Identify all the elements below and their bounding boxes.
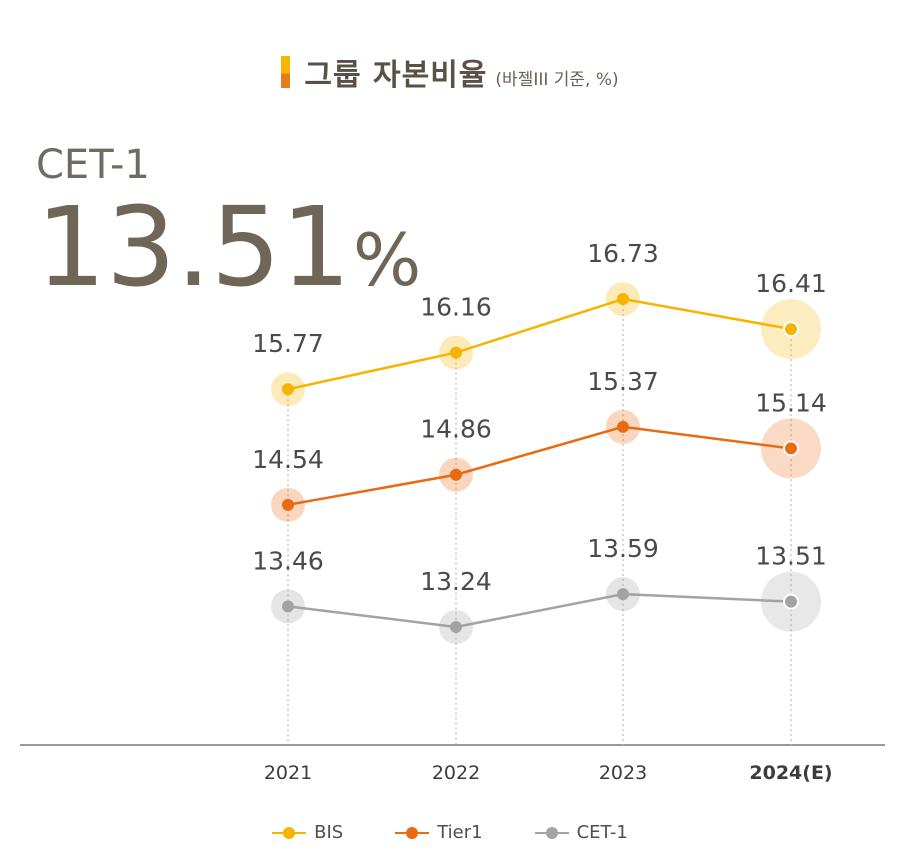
data-point-tier1	[282, 498, 294, 511]
data-label-cet-1: 13.24	[420, 567, 492, 596]
x-tick-label: 2024(E)	[749, 762, 832, 784]
highlight-value-block: 13.51%	[36, 184, 421, 311]
data-label-tier1: 14.86	[420, 415, 492, 444]
legend-swatch-cet1	[534, 824, 569, 842]
data-point-bis	[282, 383, 294, 396]
data-label-bis: 16.41	[755, 269, 827, 298]
data-point-tier1	[450, 468, 462, 481]
data-label-tier1: 14.54	[252, 445, 324, 474]
data-point-bis	[783, 321, 799, 338]
legend-swatch-tier1	[395, 824, 430, 842]
legend-label-cet1: CET-1	[576, 822, 628, 843]
data-label-bis: 15.77	[252, 329, 324, 358]
legend-label-bis: BIS	[314, 822, 344, 843]
legend-swatch-bis	[272, 824, 307, 842]
data-point-cet-1	[783, 593, 799, 610]
data-label-bis: 16.16	[420, 293, 492, 322]
data-label-tier1: 15.14	[755, 388, 827, 417]
highlight-label: CET-1	[36, 142, 150, 188]
data-label-cet-1: 13.46	[252, 546, 324, 575]
x-tick-label: 2021	[264, 762, 312, 784]
data-point-tier1	[783, 440, 799, 457]
legend-item-bis: BIS	[272, 822, 343, 843]
chart-title-main: 그룹 자본비율	[304, 58, 488, 93]
data-label-tier1: 15.37	[587, 367, 659, 396]
highlight-value: 13.51	[36, 183, 351, 311]
data-point-cet-1	[450, 621, 462, 633]
chart-title: 그룹 자본비율 (바젤III 기준, %)	[0, 50, 900, 94]
data-point-bis	[450, 346, 462, 359]
x-tick-label: 2022	[432, 762, 480, 784]
highlight-unit: %	[352, 218, 422, 302]
legend-label-tier1: Tier1	[437, 822, 483, 843]
data-label-cet-1: 13.51	[755, 542, 827, 571]
series-line-cet-1	[287, 592, 792, 629]
series-line-bis	[287, 297, 792, 391]
x-tick-label: 2023	[599, 762, 647, 784]
chart-legend: BIS Tier1 CET-1	[0, 822, 900, 843]
legend-item-cet1: CET-1	[534, 822, 628, 843]
data-point-cet-1	[282, 600, 294, 613]
data-label-cet-1: 13.59	[587, 534, 659, 563]
legend-item-tier1: Tier1	[395, 822, 483, 843]
data-point-cet-1	[617, 588, 629, 601]
data-label-bis: 16.73	[587, 239, 659, 268]
data-point-tier1	[617, 420, 629, 433]
title-accent-bar	[281, 56, 291, 88]
chart-title-sub: (바젤III 기준, %)	[495, 70, 619, 90]
data-point-bis	[617, 293, 629, 305]
series-line-tier1	[287, 425, 792, 507]
